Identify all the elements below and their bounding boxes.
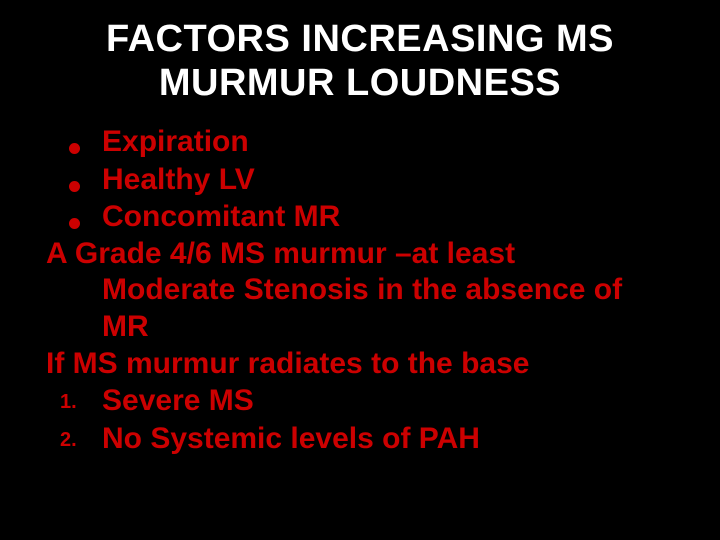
bullet-icon xyxy=(46,123,102,161)
bullet-text: Expiration xyxy=(102,123,674,161)
bullet-item: Healthy LV xyxy=(46,161,674,199)
bullet-text: Healthy LV xyxy=(102,161,674,199)
bullet-text: Concomitant MR xyxy=(102,198,674,236)
numbered-item: 1. Severe MS xyxy=(46,382,674,420)
numbered-text: No Systemic levels of PAH xyxy=(102,420,674,458)
paragraph-line: A Grade 4/6 MS murmur –at least xyxy=(46,236,674,273)
paragraph-line: Moderate Stenosis in the absence of xyxy=(46,272,674,309)
bullet-icon xyxy=(46,161,102,199)
bullet-icon xyxy=(46,198,102,236)
slide-body: Expiration Healthy LV Concomitant MR A G… xyxy=(46,123,674,457)
title-line-1: FACTORS INCREASING MS xyxy=(46,18,674,62)
paragraph-line: MR xyxy=(46,309,674,346)
slide: FACTORS INCREASING MS MURMUR LOUDNESS Ex… xyxy=(0,0,720,540)
numbered-item: 2. No Systemic levels of PAH xyxy=(46,420,674,458)
bullet-item: Concomitant MR xyxy=(46,198,674,236)
number-marker: 1. xyxy=(46,382,102,415)
number-marker: 2. xyxy=(46,420,102,453)
slide-title: FACTORS INCREASING MS MURMUR LOUDNESS xyxy=(46,18,674,105)
bullet-item: Expiration xyxy=(46,123,674,161)
title-line-2: MURMUR LOUDNESS xyxy=(46,62,674,106)
paragraph-line: If MS murmur radiates to the base xyxy=(46,346,674,383)
numbered-text: Severe MS xyxy=(102,382,674,420)
